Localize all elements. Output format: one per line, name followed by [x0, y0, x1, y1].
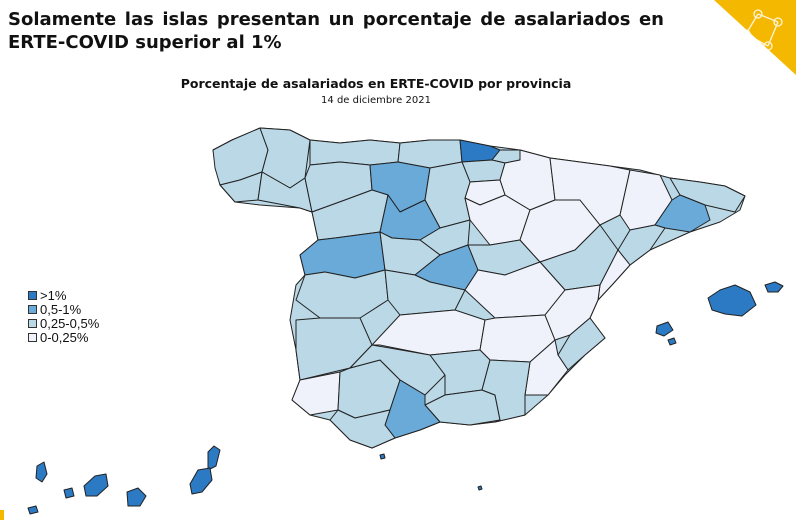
legend-item-05-1: 0,5-1%	[28, 303, 99, 316]
legend-swatch	[28, 333, 37, 342]
map-title: Porcentaje de asalariados en ERTE-COVID …	[180, 76, 572, 91]
legend-item-025-05: 0,25-0,5%	[28, 317, 99, 330]
island-la-palma	[35, 461, 48, 483]
island-la-gomera	[63, 487, 75, 499]
province-almeria	[481, 359, 531, 423]
island-fuerteventura	[189, 467, 213, 495]
island-formentera	[667, 337, 677, 346]
corner-accent-mark	[0, 510, 4, 520]
legend-label: 0-0,25%	[40, 330, 89, 345]
island-mallorca	[707, 284, 757, 317]
legend-item-0-025: 0-0,25%	[28, 331, 99, 344]
legend-label: >1%	[40, 288, 67, 303]
province-cadiz	[329, 409, 396, 449]
island-el-hierro	[27, 505, 39, 515]
legend-swatch	[28, 305, 37, 314]
legend-label: 0,25-0,5%	[40, 316, 100, 331]
legend-swatch	[28, 319, 37, 328]
legend-label: 0,5-1%	[40, 302, 82, 317]
ceuta	[379, 453, 386, 460]
island-menorca	[764, 281, 784, 293]
province-asturias	[309, 139, 401, 166]
island-lanzarote	[207, 445, 221, 471]
island-tenerife	[83, 473, 109, 497]
island-ibiza	[655, 321, 674, 337]
island-gran-canaria	[126, 487, 147, 507]
province-toledo	[384, 269, 466, 316]
province-salamanca	[299, 231, 386, 279]
corner-network-decoration	[714, 0, 796, 75]
legend-item-over-1: >1%	[28, 289, 99, 302]
melilla	[477, 485, 483, 491]
headline: Solamente las islas presentan un porcent…	[8, 9, 664, 53]
province-huelva	[291, 371, 341, 416]
map-subtitle: 14 de diciembre 2021	[321, 95, 431, 106]
legend-swatch	[28, 291, 37, 300]
map-legend: >1% 0,5-1% 0,25-0,5% 0-0,25%	[28, 289, 99, 345]
